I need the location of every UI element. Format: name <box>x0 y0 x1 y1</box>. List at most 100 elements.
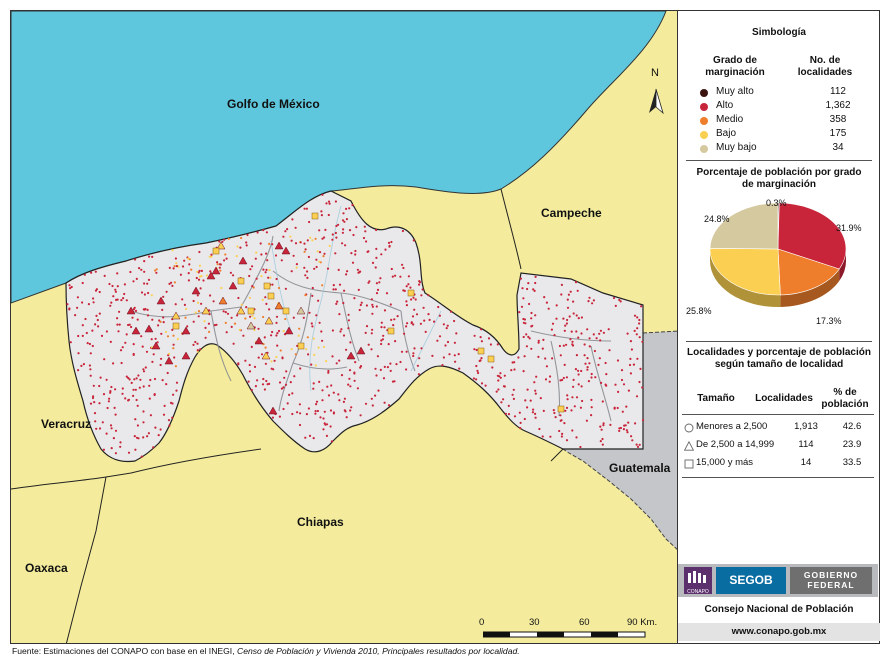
locality-dot <box>142 436 145 439</box>
locality-dot <box>196 349 199 352</box>
locality-square <box>237 277 245 285</box>
locality-dot <box>544 378 548 381</box>
locality-dot <box>605 373 608 376</box>
locality-dot <box>125 333 128 336</box>
locality-dot <box>524 322 527 325</box>
state-borders <box>11 188 564 643</box>
locality-dot <box>275 334 278 337</box>
locality-dot <box>371 404 374 407</box>
locality-square <box>407 289 415 297</box>
locality-dot <box>172 334 175 337</box>
locality-dot <box>275 277 278 281</box>
locality-dot <box>334 200 337 203</box>
locality-dot <box>391 275 394 278</box>
locality-dot <box>588 362 591 365</box>
legend-count: 1,362 <box>825 100 851 111</box>
locality-dot <box>151 255 154 258</box>
north-letter: N <box>651 67 659 79</box>
locality-dot <box>198 275 202 278</box>
locality-dot <box>394 340 397 343</box>
locality-dot <box>114 429 118 432</box>
locality-dot <box>270 334 273 337</box>
locality-dot <box>132 394 135 397</box>
locality-dot <box>198 250 201 254</box>
locality-dot <box>176 338 179 341</box>
locality-dot <box>534 389 537 392</box>
locality-dot <box>215 323 218 326</box>
locality-dot <box>134 388 137 391</box>
locality-dot <box>592 333 595 336</box>
locality-dot <box>147 278 151 281</box>
locality-dot <box>532 408 535 411</box>
locality-dot <box>383 326 386 329</box>
locality-dot <box>109 304 112 307</box>
locality-dot <box>375 228 378 232</box>
locality-dot <box>562 376 565 380</box>
locality-dot <box>523 355 526 358</box>
locality-dot <box>580 369 583 373</box>
locality-dot <box>355 226 358 229</box>
locality-dot <box>322 345 326 348</box>
locality-dot <box>389 369 392 372</box>
locality-dot <box>82 363 85 366</box>
locality-dot <box>91 329 94 332</box>
locality-dot <box>588 345 591 348</box>
locality-square <box>311 212 319 220</box>
locality-dot <box>510 369 513 372</box>
locality-dot <box>534 412 537 415</box>
locality-dot <box>110 447 113 450</box>
pie-side <box>710 249 781 307</box>
locality-dot <box>551 357 554 360</box>
locality-dot <box>594 376 597 379</box>
locality-dot <box>307 255 310 259</box>
locality-dot <box>630 435 633 438</box>
locality-dot <box>198 264 202 267</box>
locality-dot <box>584 362 587 365</box>
locality-dot <box>419 322 422 325</box>
locality-dot <box>518 411 521 414</box>
locality-dot <box>142 410 145 413</box>
locality-dot <box>294 353 297 356</box>
locality-dot <box>125 299 128 302</box>
locality-dot <box>500 401 503 404</box>
locality-square <box>282 307 290 315</box>
locality-dot <box>496 374 499 377</box>
locality-dot <box>495 390 498 393</box>
locality-dot <box>371 261 375 264</box>
locality-dot <box>502 398 505 401</box>
locality-dot <box>134 448 137 451</box>
locality-dot <box>602 422 605 425</box>
locality-dot <box>537 339 540 342</box>
locality-dot <box>559 419 562 422</box>
locality-dot <box>68 284 71 287</box>
locality-dot <box>520 305 524 308</box>
locality-dot <box>197 301 200 304</box>
locality-dot <box>173 356 176 359</box>
tabasco-state <box>65 190 644 463</box>
locality-dot <box>290 239 293 242</box>
locality-dot <box>103 358 106 361</box>
locality-dot <box>318 260 321 263</box>
locality-dot <box>196 294 199 297</box>
locality-dot <box>326 267 330 270</box>
locality-dot <box>136 404 139 407</box>
size-pct: 42.6 <box>842 421 862 432</box>
locality-triangle <box>281 246 291 255</box>
locality-dot <box>200 302 203 305</box>
locality-dot <box>171 328 174 331</box>
locality-dot <box>630 348 634 351</box>
locality-dot <box>635 395 639 398</box>
locality-dot <box>446 324 449 327</box>
locality-dot <box>341 231 344 234</box>
locality-dot <box>602 424 605 427</box>
website-link[interactable]: www.conapo.gob.mx <box>678 623 880 641</box>
locality-dot <box>323 422 326 425</box>
locality-dot <box>351 204 354 207</box>
locality-dot <box>81 334 84 337</box>
locality-dot <box>298 327 301 330</box>
locality-dot <box>371 303 374 306</box>
legend-label: Alto <box>716 100 734 111</box>
locality-dot <box>114 413 117 416</box>
locality-dot <box>629 357 632 360</box>
